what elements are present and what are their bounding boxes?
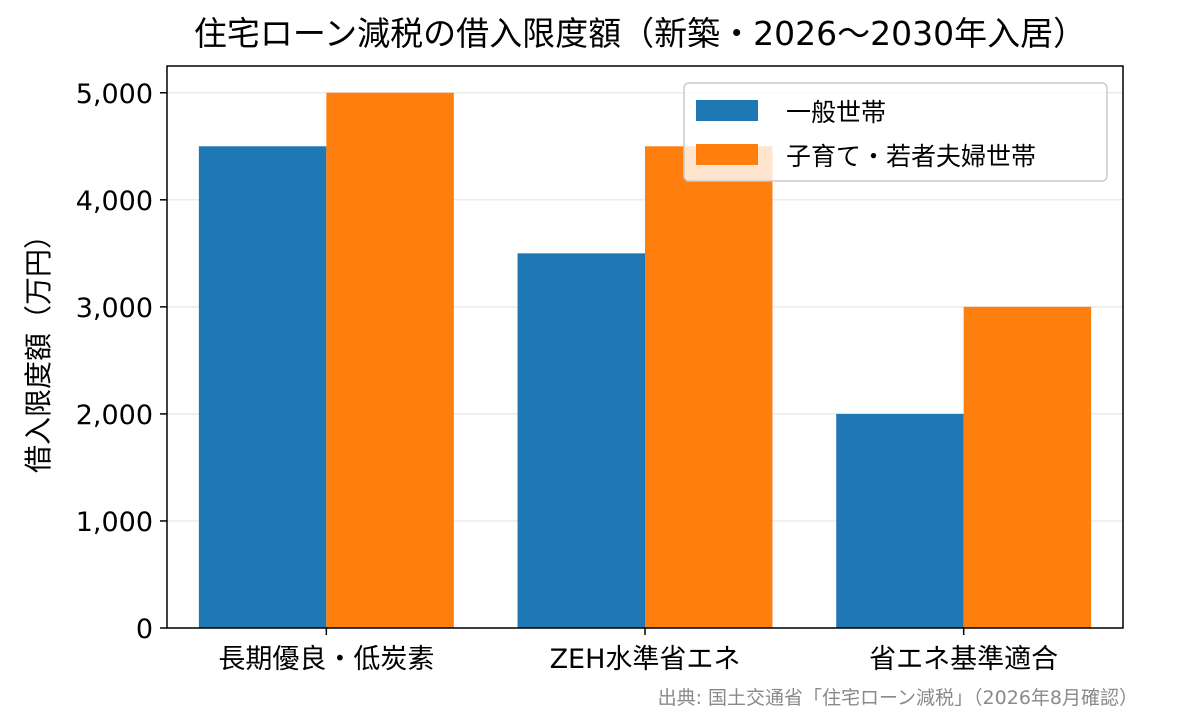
legend-swatch (696, 144, 758, 165)
x-tick-label: 省エネ基準適合 (869, 644, 1058, 675)
bar-family-0 (326, 92, 454, 628)
legend-label: 一般世帯 (786, 98, 886, 127)
y-axis-label: 借入限度額（万円） (22, 221, 55, 473)
legend-box (683, 82, 1108, 182)
x-axis-ticks: 長期優良・低炭素 ZEH水準省エネ 省エネ基準適合 (218, 628, 1058, 675)
chart-title: 住宅ローン減税の借入限度額（新築・2026〜2030年入居） (194, 14, 1086, 53)
y-tick-label: 1,000 (76, 507, 153, 538)
y-tick-label: 2,000 (76, 400, 153, 431)
y-tick-label: 3,000 (76, 293, 153, 324)
y-tick-label: 5,000 (76, 79, 153, 110)
y-tick-label: 0 (136, 614, 153, 645)
bar-general-0 (198, 146, 327, 629)
bar-general-2 (836, 413, 964, 628)
y-tick-label: 4,000 (76, 186, 153, 217)
x-tick-label: ZEH水準省エネ (550, 644, 741, 675)
x-tick-label: 長期優良・低炭素 (218, 644, 434, 675)
source-note: 出典: 国土交通省「住宅ローン減税」（2026年8月確認） (658, 687, 1138, 709)
y-axis-ticks: 0 1,000 2,000 3,000 4,000 5,000 (76, 79, 167, 645)
bar-family-2 (963, 306, 1092, 628)
legend-label: 子育て・若者夫婦世帯 (786, 142, 1036, 171)
bar-family-1 (645, 146, 773, 629)
bar-general-1 (517, 253, 645, 629)
legend-swatch (696, 100, 758, 121)
bars (198, 92, 1092, 629)
